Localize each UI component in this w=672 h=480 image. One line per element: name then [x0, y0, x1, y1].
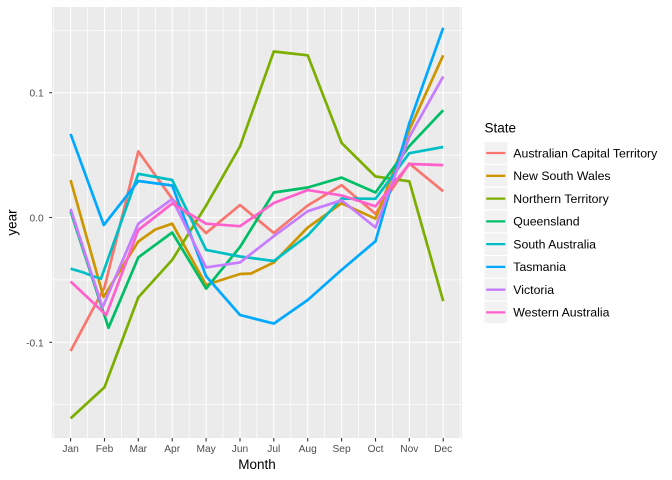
svg-text:Northern Territory: Northern Territory [513, 192, 609, 206]
svg-text:Feb: Feb [96, 444, 114, 455]
svg-text:Queensland: Queensland [513, 215, 579, 229]
svg-text:0.1: 0.1 [30, 89, 44, 100]
svg-text:Oct: Oct [368, 444, 384, 455]
svg-text:Tasmania: Tasmania [513, 260, 566, 274]
svg-text:Nov: Nov [400, 444, 419, 455]
svg-text:South Australia: South Australia [513, 237, 596, 251]
svg-text:Victoria: Victoria [513, 283, 554, 297]
svg-text:Sep: Sep [333, 444, 351, 455]
svg-text:Jul: Jul [267, 444, 280, 455]
svg-text:Month: Month [238, 457, 276, 472]
svg-text:Apr: Apr [164, 444, 180, 455]
svg-text:Mar: Mar [130, 444, 148, 455]
svg-text:State: State [485, 120, 517, 135]
svg-text:Western Australia: Western Australia [513, 306, 609, 320]
svg-text:Aug: Aug [299, 444, 317, 455]
svg-text:Jan: Jan [62, 444, 78, 455]
svg-text:0.0: 0.0 [30, 214, 44, 225]
svg-text:Australian Capital Territory: Australian Capital Territory [513, 146, 658, 160]
svg-text:Jun: Jun [232, 444, 248, 455]
svg-text:New South Wales: New South Wales [513, 169, 610, 183]
svg-text:Dec: Dec [434, 444, 452, 455]
svg-text:-0.1: -0.1 [26, 338, 44, 349]
svg-text:May: May [196, 444, 216, 455]
svg-text:year: year [5, 209, 20, 236]
